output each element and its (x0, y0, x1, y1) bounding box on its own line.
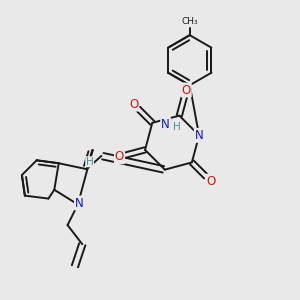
Text: O: O (129, 98, 138, 111)
Text: N: N (161, 118, 170, 131)
Text: CH₃: CH₃ (182, 17, 198, 26)
Text: O: O (115, 150, 124, 163)
Text: O: O (206, 175, 215, 188)
Text: N: N (75, 196, 84, 209)
Text: N: N (195, 129, 203, 142)
Text: O: O (182, 83, 191, 97)
Text: H: H (86, 157, 94, 167)
Text: H: H (172, 122, 180, 132)
